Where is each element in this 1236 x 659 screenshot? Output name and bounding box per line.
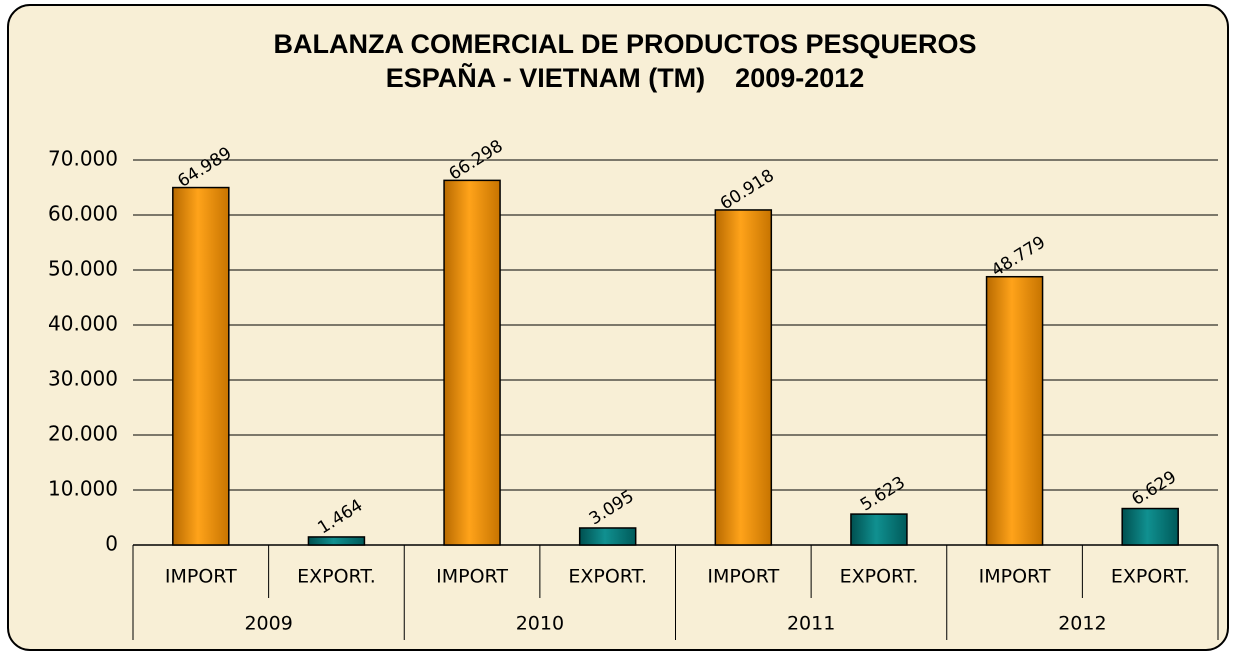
x-tick-label: EXPORT. (297, 566, 376, 588)
x-tick-label: EXPORT. (568, 566, 647, 588)
x-tick-label: IMPORT (165, 566, 237, 588)
bar (578, 527, 637, 546)
chart-title: BALANZA COMERCIAL DE PRODUCTOS PESQUEROS (273, 29, 976, 59)
x-tick-label: EXPORT. (840, 566, 919, 588)
chart-title: ESPAÑA - VIETNAM (TM) 2009-2012 (386, 62, 865, 93)
x-tick-label: IMPORT (436, 566, 508, 588)
group-label: 2012 (1058, 613, 1106, 635)
y-tick-label: 10.000 (48, 477, 118, 501)
bar (307, 536, 366, 546)
bar (985, 275, 1044, 546)
group-label: 2010 (516, 613, 564, 635)
y-tick-label: 50.000 (48, 257, 118, 281)
bar (1121, 507, 1179, 546)
chart-frame (7, 4, 1229, 651)
x-tick-label: EXPORT. (1111, 566, 1190, 588)
x-tick-label: IMPORT (979, 566, 1051, 588)
x-tick-label: IMPORT (707, 566, 779, 588)
bar (714, 209, 773, 546)
y-tick-label: 0 (105, 532, 118, 556)
bar (443, 179, 501, 546)
bar (172, 186, 230, 546)
y-tick-label: 70.000 (48, 147, 118, 171)
bar (850, 513, 908, 546)
group-label: 2011 (787, 613, 835, 635)
y-tick-label: 40.000 (48, 312, 118, 336)
y-tick-label: 60.000 (48, 202, 118, 226)
y-tick-label: 20.000 (48, 422, 118, 446)
group-label: 2009 (244, 613, 292, 635)
y-tick-label: 30.000 (48, 367, 118, 391)
